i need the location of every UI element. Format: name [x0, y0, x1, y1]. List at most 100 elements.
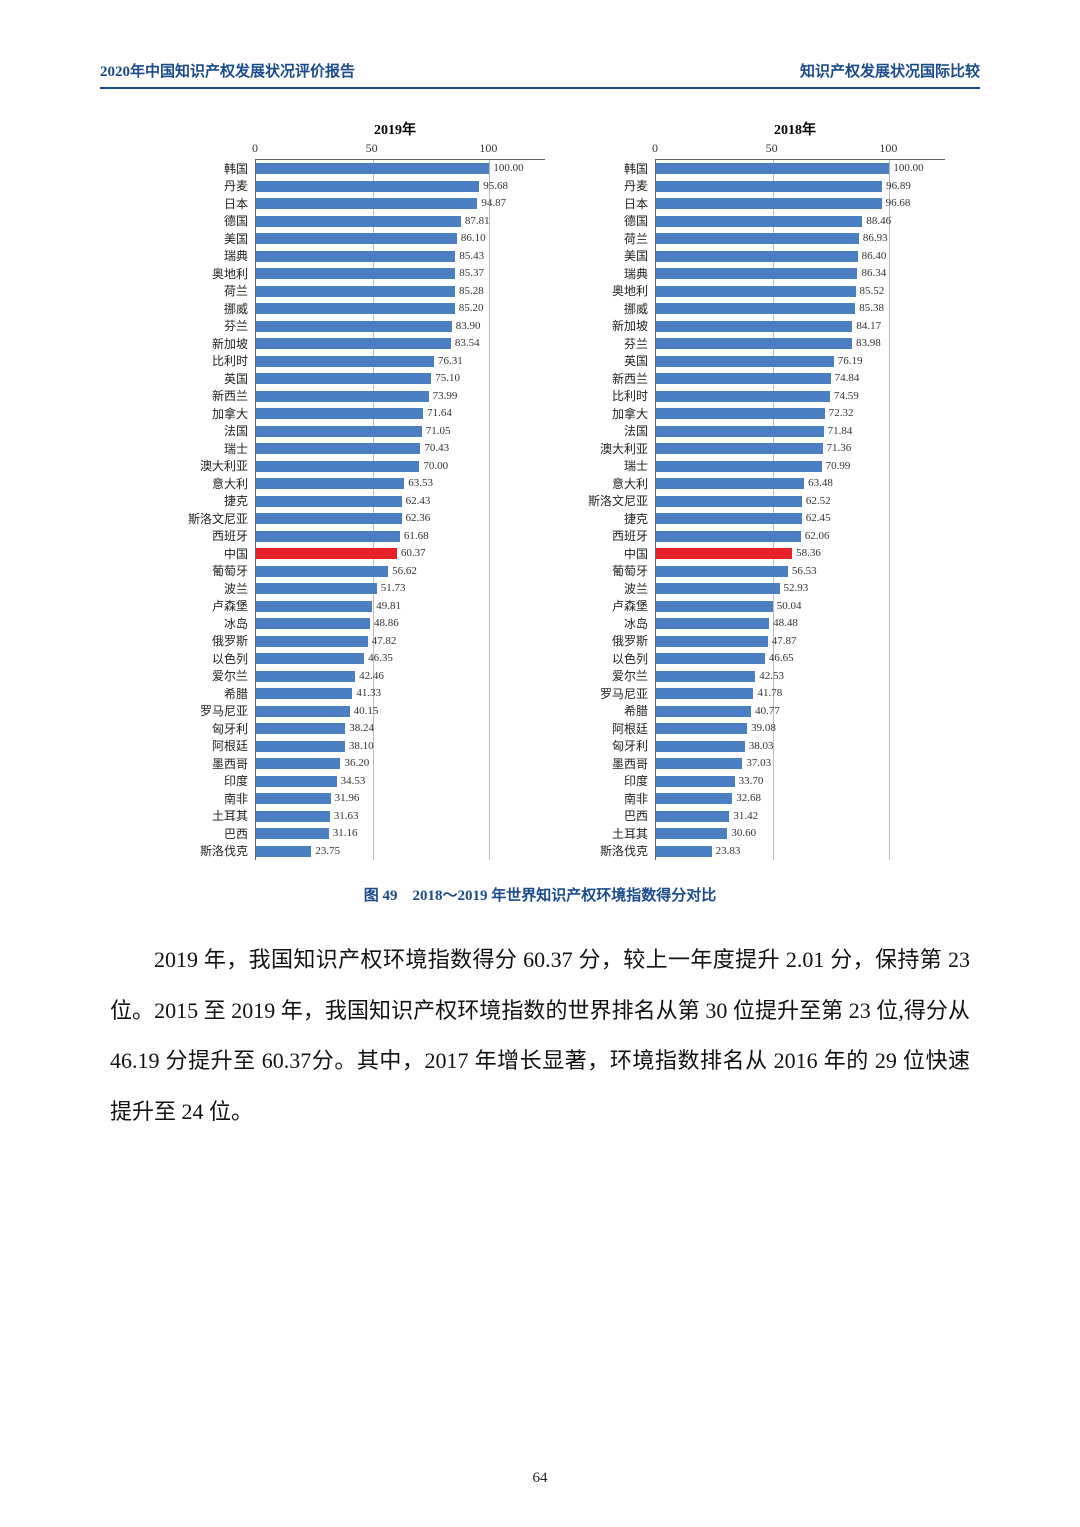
body-paragraph: 2019 年，我国知识产权环境指数得分 60.37 分，较上一年度提升 2.01…	[100, 935, 980, 1137]
bar-value: 86.34	[861, 268, 886, 279]
bar-value: 38.03	[749, 741, 774, 752]
bar-value: 96.89	[886, 181, 911, 192]
bar-rect	[256, 478, 404, 489]
bar-label: 挪威	[172, 303, 252, 315]
bar-value: 62.36	[406, 513, 431, 524]
bar-value: 51.73	[381, 583, 406, 594]
bar-rect	[656, 233, 859, 244]
bar-value: 41.33	[356, 688, 381, 699]
bar-label: 瑞典	[572, 268, 652, 280]
bar-label: 比利时	[172, 355, 252, 367]
bar-value: 37.03	[746, 758, 771, 769]
bar-value: 61.68	[404, 531, 429, 542]
bar-value: 62.06	[805, 531, 830, 542]
bar-value: 42.53	[759, 671, 784, 682]
bar-value: 96.68	[886, 198, 911, 209]
bar-label: 奥地利	[572, 285, 652, 297]
bar-rect	[256, 356, 434, 367]
bar-rect	[256, 268, 455, 279]
bar-rect	[256, 793, 331, 804]
bar-rect	[656, 741, 745, 752]
bar-rect	[256, 618, 370, 629]
bar-value: 56.62	[392, 566, 417, 577]
bar-row: 俄罗斯47.82	[256, 633, 545, 651]
bar-value: 46.35	[368, 653, 393, 664]
bar-rect	[656, 601, 773, 612]
bar-rect	[256, 286, 455, 297]
header-right: 知识产权发展状况国际比较	[800, 60, 980, 81]
bar-value: 71.05	[426, 426, 451, 437]
bar-label: 西班牙	[572, 530, 652, 542]
bar-rect	[656, 391, 830, 402]
bar-value: 85.28	[459, 286, 484, 297]
bar-row: 美国86.10	[256, 230, 545, 248]
bar-rect	[256, 321, 452, 332]
bar-rect	[256, 846, 311, 857]
bar-label: 以色列	[172, 653, 252, 665]
axis-ticks-row: 050100	[175, 141, 545, 155]
bar-rect	[656, 548, 792, 559]
bar-value: 63.53	[408, 478, 433, 489]
bar-row: 奥地利85.37	[256, 265, 545, 283]
bar-label: 法国	[172, 425, 252, 437]
bar-rect	[656, 793, 732, 804]
bar-rect	[256, 443, 420, 454]
bar-label: 卢森堡	[572, 600, 652, 612]
bar-row: 比利时76.31	[256, 353, 545, 371]
bar-row: 意大利63.48	[656, 475, 945, 493]
bar-value: 75.10	[435, 373, 460, 384]
axis-tick: 100	[479, 141, 497, 156]
bar-label: 罗马尼亚	[572, 688, 652, 700]
bar-rect	[256, 566, 388, 577]
bar-row: 德国87.81	[256, 213, 545, 231]
bar-label: 罗马尼亚	[172, 705, 252, 717]
bar-label: 斯洛文尼亚	[172, 513, 252, 525]
bar-row: 日本94.87	[256, 195, 545, 213]
bar-value: 62.52	[806, 496, 831, 507]
bar-row: 丹麦96.89	[656, 178, 945, 196]
bar-value: 52.93	[784, 583, 809, 594]
bar-rect	[656, 566, 788, 577]
bar-rect	[656, 426, 824, 437]
bar-rect	[656, 653, 765, 664]
bar-row: 法国71.05	[256, 423, 545, 441]
bar-rect	[656, 496, 802, 507]
bar-value: 62.43	[406, 496, 431, 507]
bar-label: 瑞士	[172, 443, 252, 455]
bar-label: 俄罗斯	[172, 635, 252, 647]
bar-label: 韩国	[572, 163, 652, 175]
bar-row: 法国71.84	[656, 423, 945, 441]
bar-row: 荷兰86.93	[656, 230, 945, 248]
bar-value: 47.82	[372, 636, 397, 647]
bar-row: 罗马尼亚41.78	[656, 685, 945, 703]
bar-value: 31.63	[334, 811, 359, 822]
bar-row: 瑞典86.34	[656, 265, 945, 283]
bar-row: 南非31.96	[256, 790, 545, 808]
bar-label: 爱尔兰	[172, 670, 252, 682]
bar-row: 卢森堡49.81	[256, 598, 545, 616]
bar-rect	[256, 583, 377, 594]
bar-row: 挪威85.38	[656, 300, 945, 318]
bar-row: 德国88.46	[656, 213, 945, 231]
bar-value: 83.90	[456, 321, 481, 332]
bar-rect	[656, 408, 825, 419]
bar-label: 巴西	[172, 828, 252, 840]
bar-value: 71.36	[827, 443, 852, 454]
bar-rect	[656, 216, 862, 227]
bar-label: 日本	[172, 198, 252, 210]
bar-label: 比利时	[572, 390, 652, 402]
bar-value: 50.04	[777, 601, 802, 612]
bar-value: 71.64	[427, 408, 452, 419]
bar-value: 76.19	[838, 356, 863, 367]
bar-row: 澳大利亚71.36	[656, 440, 945, 458]
bar-value: 58.36	[796, 548, 821, 559]
bar-label: 南非	[172, 793, 252, 805]
bar-label: 加拿大	[172, 408, 252, 420]
bar-rect	[256, 338, 451, 349]
header-left: 2020年中国知识产权发展状况评价报告	[100, 60, 355, 81]
bar-rect	[256, 496, 402, 507]
bar-value: 40.15	[354, 706, 379, 717]
bar-row: 斯洛伐克23.75	[256, 843, 545, 861]
bar-row: 斯洛文尼亚62.36	[256, 510, 545, 528]
bar-row: 美国86.40	[656, 248, 945, 266]
